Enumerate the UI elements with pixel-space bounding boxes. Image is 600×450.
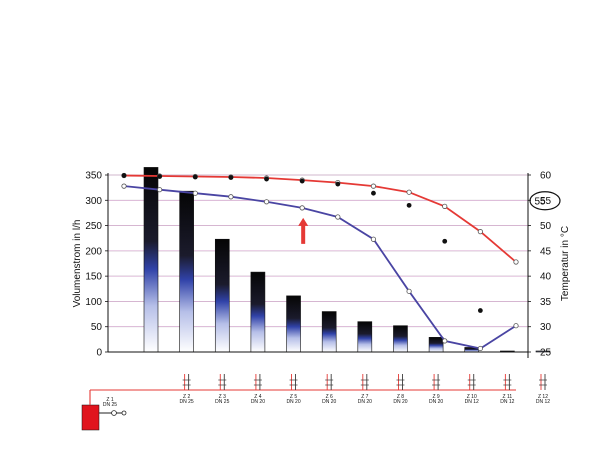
bar-z5 <box>286 295 301 353</box>
y-left-axis-label: Volumenstrom in l/h <box>72 220 83 308</box>
bar-z1 <box>143 167 159 353</box>
y-right-tick-label: 35 <box>540 297 552 308</box>
annotation: 55 <box>298 191 561 244</box>
grid <box>108 174 528 353</box>
y-left-tick-label: 200 <box>85 246 102 257</box>
section-label-dn: DN 25 <box>180 399 194 405</box>
section-labels: Z 1DN 25Z 2DN 25Z 3DN 25Z 4DN 20Z 5DN 20… <box>103 394 550 408</box>
section-label-dn: DN 20 <box>429 399 443 405</box>
series-3-point-9 <box>406 202 412 208</box>
section-label-name: Z 10 <box>467 394 477 400</box>
series-1-point-11 <box>477 229 483 235</box>
series-line-2 <box>123 185 517 350</box>
y-left-tick-label: 100 <box>85 297 102 308</box>
section-label-dn: DN 20 <box>358 399 372 405</box>
section-label-dn: DN 12 <box>536 399 550 405</box>
section-label-name: Z 7 <box>361 394 368 400</box>
y-right-tick-label: 50 <box>540 221 552 232</box>
bar-z6 <box>321 311 337 353</box>
bar-z9 <box>428 337 444 353</box>
series-3-point-1 <box>121 173 127 178</box>
series-3-point-8 <box>371 190 376 196</box>
section-label-dn: DN 12 <box>465 399 479 405</box>
series-2-point-6 <box>299 205 305 211</box>
series-3-point-5 <box>264 176 269 182</box>
y-left-tick-label: 50 <box>91 322 103 333</box>
heater-block <box>81 404 100 431</box>
annotation-label: 55 <box>534 196 546 207</box>
series-1-point-10 <box>442 203 448 209</box>
series-3-point-10 <box>442 238 448 244</box>
series-2-point-12 <box>513 323 519 329</box>
y-right-tick-label: 40 <box>540 272 552 283</box>
arrow-icon <box>298 217 309 244</box>
y-right-tick-label: 25 <box>540 348 552 359</box>
section-label-name: Z 5 <box>290 394 297 400</box>
section-label-name: Z 8 <box>397 394 404 400</box>
section-label-dn: DN 20 <box>322 399 336 405</box>
series-2-point-5 <box>263 199 270 205</box>
section-label-dn: DN 25 <box>103 402 117 408</box>
series-lines <box>123 174 517 350</box>
series-2-point-2 <box>157 187 163 193</box>
y-left-tick-label: 0 <box>96 348 102 359</box>
series-1-point-12 <box>513 259 519 265</box>
valve-icon <box>121 410 127 416</box>
series-line-1 <box>123 174 517 263</box>
series-points <box>121 172 519 352</box>
series-3-point-11 <box>477 308 483 313</box>
series-2-point-1 <box>121 183 127 189</box>
annotation-ellipse <box>529 191 561 211</box>
y-right-axis-label: Temperatur in °C <box>560 226 571 301</box>
section-label-dn: DN 12 <box>500 399 514 405</box>
y-right-tick-label: 60 <box>540 171 552 182</box>
bars <box>143 167 551 353</box>
y-left-tick-label: 150 <box>85 272 102 283</box>
y-left-tick-labels: 0 50 100 150 200 250 300 350 <box>85 171 102 359</box>
series-2-point-10 <box>442 338 448 344</box>
bar-z2 <box>179 190 194 353</box>
section-label-dn: DN 20 <box>393 399 407 405</box>
y-left-tick-label: 300 <box>85 196 102 207</box>
section-label-name: Z 3 <box>219 394 226 400</box>
section-label-name: Z 2 <box>183 394 190 400</box>
series-2-point-4 <box>228 194 234 200</box>
pump-icon <box>111 410 117 416</box>
y-right-tick-label: 30 <box>540 322 552 333</box>
section-label-name: Z 1 <box>106 397 113 403</box>
axes <box>105 173 531 358</box>
series-2-point-9 <box>406 288 412 294</box>
section-label-dn: DN 20 <box>251 399 265 405</box>
bar-z3 <box>214 238 230 353</box>
section-label-name: Z 6 <box>326 394 333 400</box>
bar-z7 <box>357 321 373 353</box>
section-label-dn: DN 25 <box>215 399 229 405</box>
series-3-point-4 <box>228 175 234 180</box>
series-2-point-7 <box>335 214 341 220</box>
bar-z12 <box>535 350 551 353</box>
section-label-name: Z 4 <box>254 394 261 400</box>
y-left-tick-label: 350 <box>85 171 102 182</box>
section-label-name: Z 12 <box>538 394 548 400</box>
section-label-dn: DN 20 <box>286 399 300 405</box>
y-left-tick-label: 250 <box>85 221 102 232</box>
section-label-name: Z 9 <box>432 394 439 400</box>
series-2-point-8 <box>370 236 377 242</box>
series-3-point-7 <box>335 181 341 187</box>
y-right-tick-labels: 25 30 35 40 45 50 55 60 <box>540 171 552 359</box>
section-label-name: Z 11 <box>503 394 513 400</box>
pipe-diagram <box>81 374 547 431</box>
series-2-point-3 <box>192 190 198 196</box>
series-3-point-6 <box>299 178 305 184</box>
series-1-point-8 <box>370 183 377 189</box>
series-2-point-11 <box>477 345 483 352</box>
y-right-tick-label: 45 <box>540 246 552 257</box>
series-3-point-3 <box>192 174 198 180</box>
bar-z4 <box>250 271 266 353</box>
y-right-tick-label: 55 <box>540 196 552 207</box>
series-3-point-2 <box>157 174 163 179</box>
bar-z8 <box>393 325 408 353</box>
series-1-point-9 <box>406 189 412 195</box>
